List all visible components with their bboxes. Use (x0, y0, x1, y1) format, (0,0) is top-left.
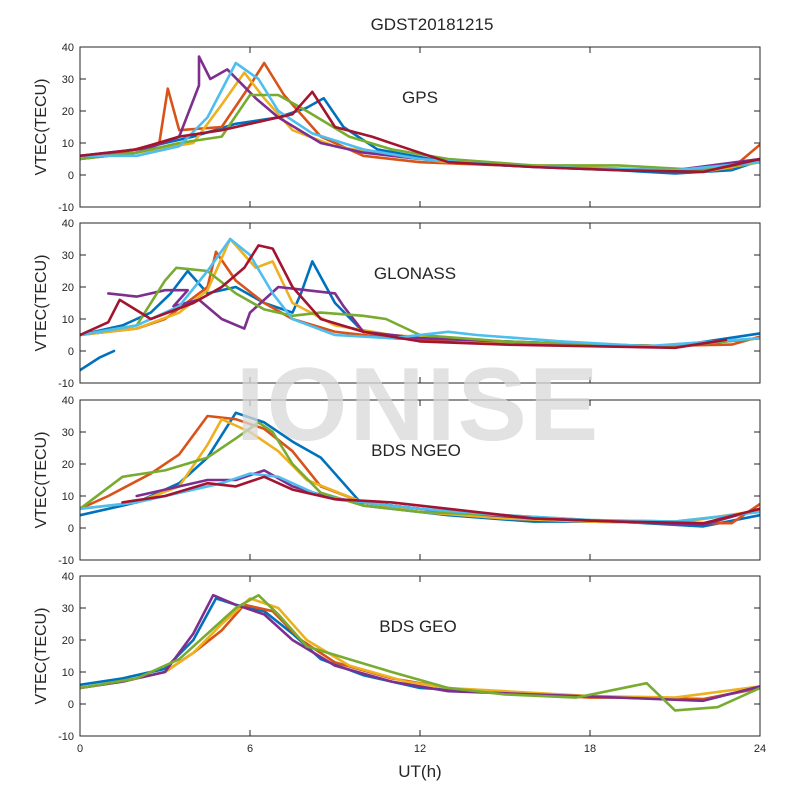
x-tick-label: 6 (247, 743, 253, 755)
x-axis-label: UT(h) (398, 762, 441, 781)
y-tick-label: 10 (62, 491, 74, 503)
y-axis-label: VTEC(TECU) (33, 255, 50, 352)
figure-title: GDST20181215 (371, 15, 494, 34)
y-tick-label: -10 (58, 378, 74, 390)
panel-label: GLONASS (374, 264, 456, 283)
panel-gps: -10 0 10 20 30 40 VTEC(TECU) GPS (33, 42, 761, 214)
series-group (80, 237, 760, 372)
series-group (80, 593, 760, 712)
y-tick-label: 40 (62, 395, 74, 407)
y-tick-label: 20 (62, 282, 74, 294)
x-tick-label: 12 (414, 743, 426, 755)
y-tick-label: -10 (58, 555, 74, 567)
y-tick-label: 10 (62, 138, 74, 150)
panel-glonass: -10 0 10 20 30 40 VTEC(TECU) GLONASS (33, 218, 761, 390)
y-tick-label: 10 (62, 667, 74, 679)
y-axis-label: VTEC(TECU) (33, 79, 50, 176)
y-tick-label: 0 (68, 699, 74, 711)
x-tick-label: 0 (77, 743, 83, 755)
y-tick-label: -10 (58, 202, 74, 214)
y-axis-label: VTEC(TECU) (33, 432, 50, 529)
series-line-6 (80, 237, 760, 348)
series-line-5 (80, 593, 760, 712)
series-group (80, 55, 760, 175)
panel-label: GPS (402, 88, 438, 107)
y-tick-label: 40 (62, 42, 74, 54)
y-tick-label: 40 (62, 218, 74, 230)
y-tick-label: 20 (62, 459, 74, 471)
series-line-7 (80, 244, 728, 350)
plot-area (80, 400, 760, 560)
x-tick-label: 18 (584, 743, 596, 755)
y-tick-label: -10 (58, 731, 74, 743)
series-line-7 (80, 90, 760, 174)
series-line-4 (80, 593, 760, 703)
series-group (80, 411, 760, 528)
y-tick-label: 40 (62, 571, 74, 583)
series-line-7 (121, 475, 760, 525)
y-tick-label: 20 (62, 635, 74, 647)
y-tick-label: 0 (68, 523, 74, 535)
y-tick-label: 0 (68, 346, 74, 358)
y-tick-label: 30 (62, 250, 74, 262)
plot-area (80, 576, 760, 736)
watermark-text: IONISE (236, 347, 601, 463)
plot-area (80, 47, 760, 207)
x-tick-label: 24 (754, 743, 766, 755)
y-tick-label: 20 (62, 106, 74, 118)
panel-label: BDS NGEO (371, 441, 461, 460)
panel-bds-ngeo: -10 0 10 20 30 40 VTEC(TECU) BDS NGEO (33, 395, 761, 567)
y-tick-label: 30 (62, 427, 74, 439)
series-line-8 (80, 349, 116, 372)
panel-label: BDS GEO (379, 617, 456, 636)
y-tick-label: 0 (68, 170, 74, 182)
y-axis-label: VTEC(TECU) (33, 608, 50, 705)
y-tick-label: 30 (62, 74, 74, 86)
y-tick-label: 10 (62, 314, 74, 326)
series-line-5 (80, 93, 760, 172)
series-line-5 (80, 266, 760, 348)
y-tick-label: 30 (62, 603, 74, 615)
